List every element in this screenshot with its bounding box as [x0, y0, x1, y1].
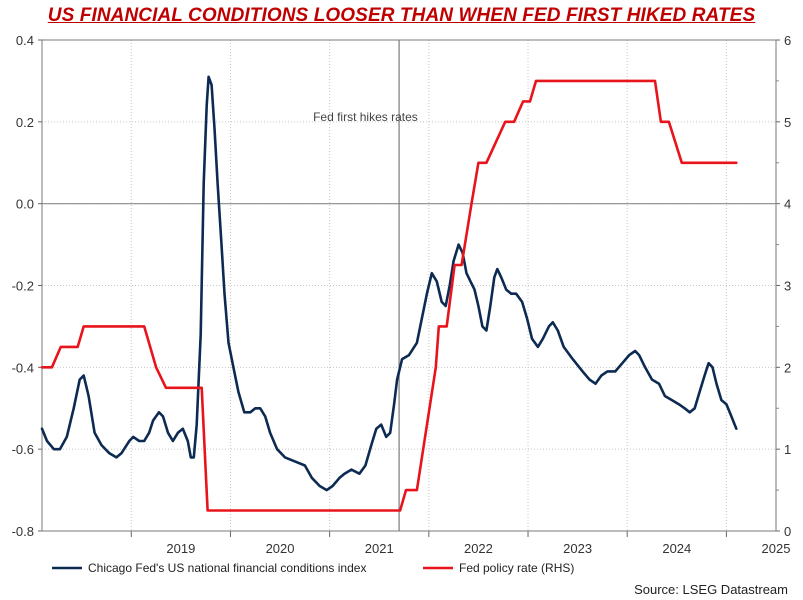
series-layer — [40, 75, 738, 512]
legend-label: Fed policy rate (RHS) — [459, 561, 574, 575]
y-right-tick-label: 2 — [784, 360, 791, 375]
y-left-tick-label: 0.2 — [16, 115, 34, 130]
axes-layer — [38, 39, 780, 537]
y-right-tick-label: 0 — [784, 524, 791, 539]
label-layer: 0.4 6 0.2 5 0.0 4 -0.2 3 -0.4 2 -0.6 1 -0.8 0 2019 2020… — [12, 33, 792, 556]
x-tick-label: 2019 — [166, 541, 195, 556]
y-right-tick-label: 3 — [784, 279, 791, 294]
x-tick-label: 2024 — [662, 541, 691, 556]
x-tick-label: 2025 — [762, 541, 791, 556]
y-left-tick-label: 0.4 — [16, 33, 34, 48]
series-line-fed-rate — [40, 79, 738, 512]
source-label: Source: LSEG Datastream — [634, 582, 788, 597]
y-left-tick-label: -0.2 — [12, 279, 34, 294]
x-tick-label: 2021 — [365, 541, 394, 556]
series-line-nfci — [40, 75, 738, 492]
y-left-tick-label: 0.0 — [16, 197, 34, 212]
y-right-tick-label: 1 — [784, 442, 791, 457]
plot-frame — [41, 39, 777, 532]
x-tick-label: 2022 — [464, 541, 493, 556]
y-left-tick-label: -0.6 — [12, 442, 34, 457]
legend-label: Chicago Fed's US national financial cond… — [88, 561, 366, 575]
x-tick-label: 2020 — [266, 541, 295, 556]
y-left-tick-label: -0.8 — [12, 524, 34, 539]
legend-layer: Chicago Fed's US national financial cond… — [52, 561, 788, 597]
y-right-tick-label: 4 — [784, 197, 791, 212]
y-left-tick-label: -0.4 — [12, 360, 34, 375]
y-right-tick-label: 6 — [784, 33, 791, 48]
y-right-tick-label: 5 — [784, 115, 791, 130]
chart-title: US FINANCIAL CONDITIONS LOOSER THAN WHEN… — [47, 5, 756, 26]
annotation-label: Fed first hikes rates — [313, 110, 418, 124]
x-tick-label: 2023 — [563, 541, 592, 556]
